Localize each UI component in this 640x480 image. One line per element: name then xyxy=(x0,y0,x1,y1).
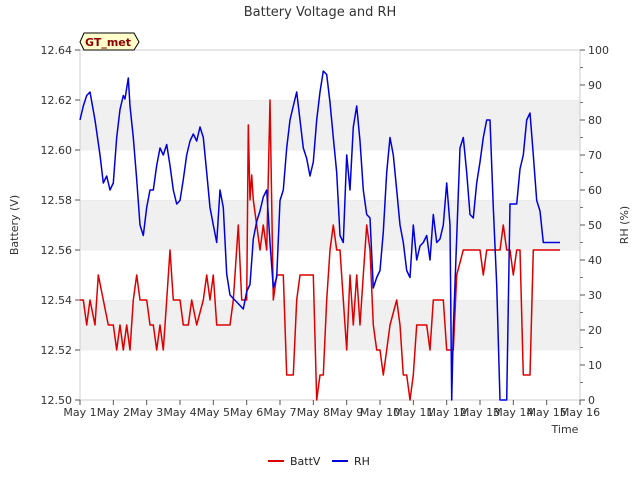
y-left-tick-label: 12.56 xyxy=(41,244,73,257)
y-left-tick-label: 12.50 xyxy=(41,394,73,407)
legend-battv-label: BattV xyxy=(290,455,321,468)
y-right-tick-label: 90 xyxy=(588,79,602,92)
x-tick-label: May 14 xyxy=(493,406,533,419)
grid-band xyxy=(80,350,580,400)
x-tick-label: May 2 xyxy=(97,406,130,419)
x-tick-label: May 8 xyxy=(297,406,330,419)
x-tick-label: May 7 xyxy=(263,406,296,419)
x-tick-label: May 6 xyxy=(230,406,263,419)
badge-shape xyxy=(79,32,140,51)
y-right-tick-label: 50 xyxy=(588,219,602,232)
x-tick-label: May 11 xyxy=(393,406,433,419)
grid-band xyxy=(80,50,580,100)
y-axis-left: 12.50 12.52 12.54 12.56 12.58 12.60 12.62 12.64 xyxy=(41,44,80,407)
y-right-tick-label: 100 xyxy=(588,44,609,57)
x-tick-label: May 9 xyxy=(330,406,363,419)
x-axis: May 1 May 2 May 3 May 4 May 5 May 6 May 7 May 8… xyxy=(63,400,600,419)
y-axis-right: 0 10 20 30 40 50 60 70 80 90 100 xyxy=(580,44,609,407)
station-badge: GT_met xyxy=(79,32,140,51)
grid-band xyxy=(80,150,580,200)
series-lines xyxy=(79,70,560,401)
y-left-tick-label: 12.64 xyxy=(41,44,73,57)
y-right-tick-label: 40 xyxy=(588,254,602,267)
y-right-tick-label: 20 xyxy=(588,324,602,337)
y-left-tick-label: 12.62 xyxy=(41,94,73,107)
y-right-tick-label: 60 xyxy=(588,184,602,197)
x-tick-label: May 13 xyxy=(460,406,500,419)
y-right-tick-label: 0 xyxy=(588,394,595,407)
x-tick-label: May 1 xyxy=(63,406,96,419)
x-tick-label: May 4 xyxy=(163,406,196,419)
x-tick-label: May 3 xyxy=(130,406,163,419)
y-left-tick-label: 12.60 xyxy=(41,144,73,157)
legend: BattV RH xyxy=(268,455,370,468)
y-axis-left-title: Battery (V) xyxy=(8,195,21,255)
y-right-tick-label: 10 xyxy=(588,359,602,372)
y-left-tick-label: 12.54 xyxy=(41,294,73,307)
x-axis-title: Time xyxy=(551,423,579,436)
series-line-battv xyxy=(80,99,560,401)
grid-bands xyxy=(80,49,580,400)
x-tick-label: May 16 xyxy=(560,406,600,419)
y-right-tick-label: 80 xyxy=(588,114,602,127)
series-line-rh xyxy=(79,70,560,401)
chart-title: Battery Voltage and RH xyxy=(244,5,397,20)
badge-label: GT_met xyxy=(85,36,131,49)
legend-rh-label: RH xyxy=(354,455,370,468)
x-tick-label: May 15 xyxy=(527,406,567,419)
y-right-tick-label: 30 xyxy=(588,289,602,302)
y-left-tick-label: 12.52 xyxy=(41,344,73,357)
y-left-tick-label: 12.58 xyxy=(41,194,73,207)
grid-band xyxy=(80,200,580,250)
y-right-tick-label: 70 xyxy=(588,149,602,162)
x-tick-label: May 10 xyxy=(360,406,400,419)
x-tick-label: May 5 xyxy=(197,406,230,419)
x-tick-label: May 12 xyxy=(427,406,467,419)
y-axis-right-title: RH (%) xyxy=(618,206,631,244)
